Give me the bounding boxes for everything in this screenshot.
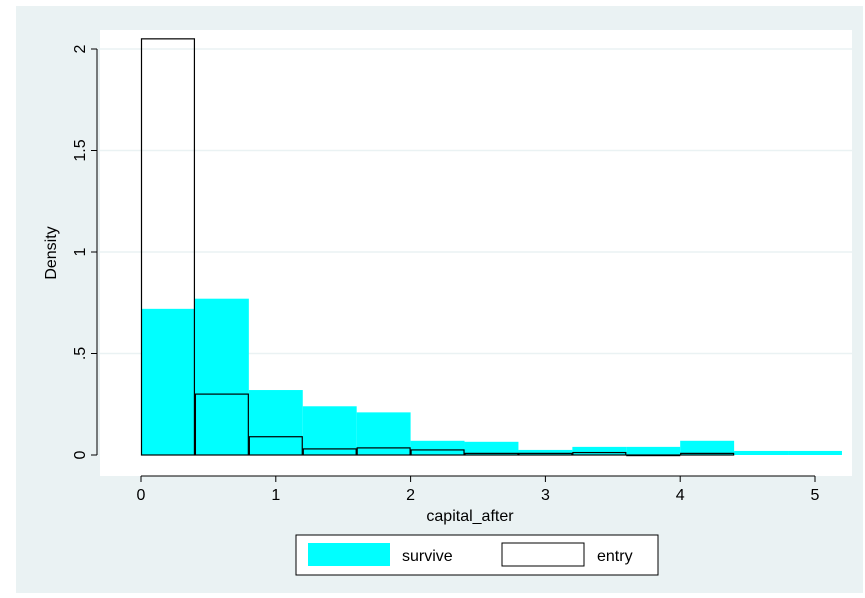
- bar-entry-0: [140, 38, 196, 456]
- y-axis-title: Density: [43, 226, 60, 279]
- x-tick-label-4: 4: [676, 487, 685, 504]
- x-tick-label-0: 0: [137, 487, 146, 504]
- entry-series: [140, 38, 735, 457]
- y-axis: 0 .5 1 1.5 2: [72, 44, 97, 459]
- bar-survive-7: [518, 449, 573, 455]
- y-tick-label-4: 2: [72, 44, 89, 53]
- legend-swatch-survive: [308, 543, 390, 566]
- bar-survive-1: [194, 298, 249, 455]
- bar-survive-8: [572, 446, 627, 455]
- bar-survive-3: [302, 406, 357, 455]
- bar-entry-5: [410, 449, 465, 456]
- bar-entry-9: [626, 454, 681, 457]
- bar-survive-0: [141, 308, 195, 455]
- bar-entry-2: [248, 436, 303, 456]
- bar-survive-10: [680, 440, 735, 455]
- bar-survive-6: [464, 441, 519, 455]
- bar-entry-7: [518, 452, 573, 456]
- x-axis: 0 1 2 3 4 5: [137, 476, 820, 504]
- legend-label-survive: survive: [402, 548, 453, 565]
- bar-entry-6: [464, 452, 519, 456]
- legend: survive entry: [295, 534, 659, 576]
- x-tick-label-1: 1: [271, 487, 280, 504]
- bar-survive-5: [410, 440, 465, 455]
- bar-survive-2: [248, 390, 303, 455]
- x-axis-title: capital_after: [426, 508, 514, 525]
- y-tick-label-2: 1: [72, 247, 89, 256]
- bar-survive-11: [734, 450, 789, 455]
- bar-entry-3: [302, 448, 357, 456]
- bar-survive-12: [788, 450, 842, 455]
- bar-entry-1: [194, 393, 249, 456]
- y-tick-label-3: 1.5: [72, 139, 89, 161]
- bar-survive-4: [356, 412, 411, 455]
- y-tick-label-1: .5: [72, 347, 89, 360]
- bar-entry-10: [680, 452, 735, 456]
- y-tick-label-0: 0: [72, 450, 89, 459]
- x-tick-label-2: 2: [406, 487, 415, 504]
- bar-survive-9: [626, 446, 681, 455]
- x-tick-label-3: 3: [541, 487, 550, 504]
- legend-label-entry: entry: [597, 548, 633, 565]
- survive-series: [141, 298, 842, 455]
- bar-entry-8: [572, 451, 627, 456]
- x-tick-label-5: 5: [811, 487, 820, 504]
- legend-swatch-entry: [501, 542, 585, 567]
- bar-entry-4: [356, 447, 411, 456]
